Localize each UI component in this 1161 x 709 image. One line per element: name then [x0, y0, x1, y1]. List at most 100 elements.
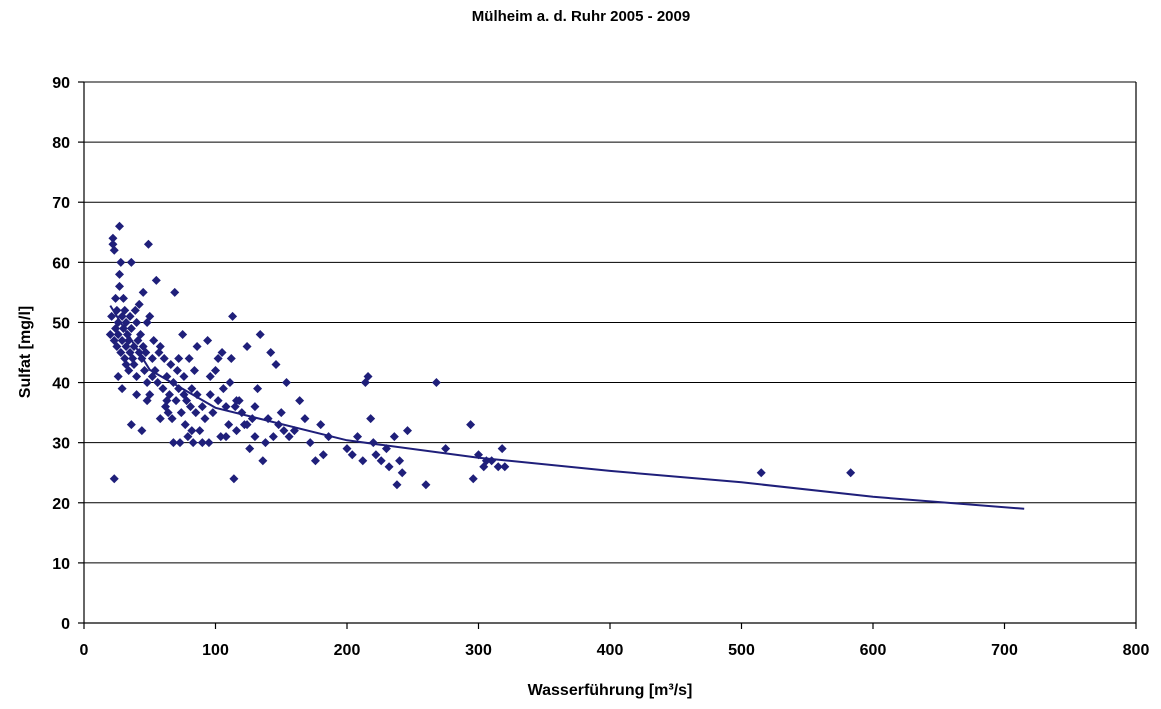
data-point [121, 317, 131, 327]
y-tick-label: 30 [52, 436, 70, 453]
data-point [145, 311, 155, 321]
y-tick-label: 20 [52, 496, 70, 513]
data-point [204, 438, 214, 448]
y-tick-label: 80 [52, 135, 70, 152]
data-point [255, 329, 265, 339]
data-point [187, 426, 197, 436]
data-point [211, 366, 220, 376]
trendline [109, 305, 1025, 510]
data-point [197, 402, 207, 412]
data-point [300, 414, 310, 424]
data-point [276, 408, 286, 418]
data-point [466, 420, 476, 430]
data-point [180, 420, 190, 430]
x-tick-label: 800 [1123, 642, 1150, 659]
data-point [242, 341, 252, 351]
y-tick-label: 10 [52, 556, 70, 573]
data-point [184, 354, 194, 364]
data-point [128, 354, 138, 364]
data-point [183, 432, 193, 442]
data-point [756, 468, 766, 478]
data-point [316, 420, 326, 430]
data-point [216, 432, 226, 442]
data-point [137, 426, 147, 436]
data-point [203, 335, 213, 345]
data-point [232, 426, 242, 436]
axes [83, 82, 1137, 624]
data-point [213, 396, 223, 406]
data-point [113, 372, 123, 382]
data-point [139, 366, 149, 376]
data-point [142, 378, 152, 388]
data-point [112, 305, 122, 315]
data-point [126, 420, 136, 430]
x-tick-label: 700 [991, 642, 1018, 659]
data-point [318, 450, 328, 460]
data-point [237, 408, 247, 418]
data-point [167, 414, 177, 424]
data-point [189, 366, 199, 376]
data-point [368, 438, 378, 448]
data-point [230, 402, 240, 412]
data-point [474, 450, 483, 460]
data-point [221, 402, 231, 412]
data-point [289, 426, 299, 436]
data-point [253, 384, 263, 394]
data-point [186, 402, 196, 412]
x-tick-label: 0 [80, 642, 89, 659]
y-tick-label: 90 [52, 75, 70, 92]
data-point [125, 311, 135, 321]
data-point [260, 438, 270, 448]
data-point [395, 456, 405, 466]
data-point [134, 299, 144, 309]
data-point [163, 408, 173, 418]
gridlines [78, 81, 1137, 629]
chart-title: Mülheim a. d. Ruhr 2005 - 2009 [472, 8, 690, 25]
data-point [137, 354, 147, 364]
data-point [347, 450, 357, 460]
data-point [122, 329, 132, 339]
data-point [154, 348, 164, 357]
data-point [205, 372, 215, 382]
data-point [168, 438, 178, 448]
data-point [392, 480, 402, 490]
data-point [481, 456, 491, 466]
data-point [397, 468, 407, 478]
data-point [229, 474, 239, 484]
data-point [111, 293, 121, 303]
data-point [124, 366, 134, 376]
data-point [117, 335, 127, 345]
data-point [358, 456, 368, 466]
data-point [324, 432, 334, 442]
y-axis-title: Sulfat [mg/l] [17, 306, 34, 398]
data-point [153, 378, 163, 388]
data-point [188, 438, 198, 448]
data-point [310, 456, 320, 466]
data-point [468, 474, 478, 484]
data-point [342, 444, 352, 454]
data-point [228, 311, 238, 321]
data-point [497, 444, 507, 454]
y-tick-labels: 0 10 20 30 40 50 60 70 80 90 [52, 75, 70, 633]
data-point [217, 348, 227, 357]
data-point [172, 366, 182, 376]
data-point [371, 450, 381, 460]
data-point [174, 354, 184, 364]
x-tick-label: 500 [728, 642, 755, 659]
data-point [155, 341, 165, 351]
data-point [151, 275, 161, 285]
x-tick-label: 200 [334, 642, 361, 659]
data-point [192, 341, 202, 351]
y-tick-label: 40 [52, 376, 70, 393]
data-point [129, 341, 139, 351]
data-point [493, 462, 503, 472]
data-point [116, 348, 126, 357]
data-points [105, 221, 856, 490]
data-point [282, 378, 292, 388]
y-tick-label: 50 [52, 315, 70, 332]
data-point [126, 323, 136, 333]
data-point [218, 384, 228, 394]
data-point [107, 311, 117, 321]
data-point [112, 341, 122, 351]
data-point [271, 360, 281, 370]
